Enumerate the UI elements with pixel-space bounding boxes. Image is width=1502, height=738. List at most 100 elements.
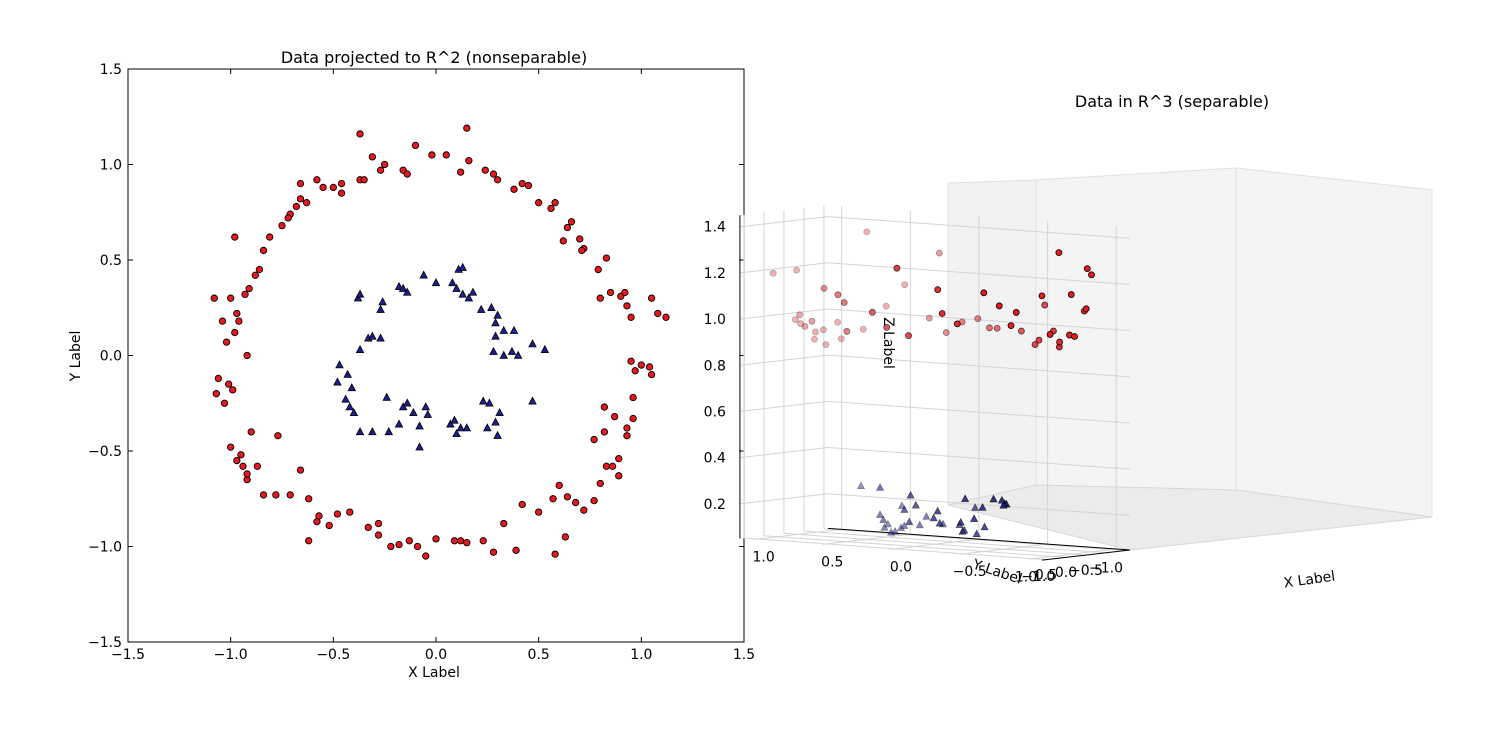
data-point-circle: [563, 493, 572, 501]
data-point-circle-3d: [993, 324, 1001, 332]
data-point-circle: [403, 170, 411, 178]
data-point-circle: [296, 195, 305, 203]
data-point-triangle: [468, 287, 478, 296]
data-point-triangle-3d: [876, 483, 885, 491]
data-point-circle-3d: [980, 289, 988, 297]
chart-2d-x-tick-label: 0.0: [425, 647, 447, 663]
data-point-circle-3d: [808, 317, 816, 325]
data-point-circle-3d: [1041, 301, 1049, 309]
data-point-triangle: [513, 350, 523, 359]
data-point-circle: [235, 317, 243, 325]
data-point-triangle-3d: [905, 517, 914, 525]
data-point-triangle: [382, 392, 391, 401]
data-point-circle: [224, 380, 233, 388]
data-point-circle-3d: [1038, 292, 1046, 300]
data-point-circle-3d: [792, 316, 799, 324]
chart-2d-x-tick-label: 1.0: [630, 647, 652, 663]
chart-2d-x-label: X Label: [408, 665, 460, 681]
data-point-circle-3d: [1082, 305, 1090, 313]
data-point-triangle: [450, 415, 459, 424]
chart-2d-x-tick-label: −1.5: [111, 647, 145, 663]
chart-3d-floor-grid-y: [743, 537, 1047, 561]
data-point-circle: [286, 491, 294, 499]
chart-2d-y-tick-label: 1.0: [100, 158, 122, 174]
chart-3d-wall-grid-z: [739, 447, 1131, 470]
data-point-circle: [395, 540, 403, 549]
data-point-triangle: [394, 281, 404, 290]
data-point-circle: [411, 141, 420, 150]
data-point-circle: [259, 246, 268, 255]
data-point-circle-3d: [893, 264, 901, 272]
data-point-triangle: [355, 427, 365, 436]
data-point-triangle-3d: [935, 518, 944, 527]
data-point-triangle: [343, 369, 352, 378]
data-point-circle-3d: [1071, 333, 1078, 340]
data-point-circle: [296, 466, 305, 474]
data-point-triangle: [335, 360, 344, 369]
data-point-circle: [510, 185, 518, 193]
data-point-circle-3d: [974, 315, 982, 323]
data-point-triangle: [499, 325, 509, 334]
data-point-triangle: [421, 402, 430, 411]
data-point-triangle-3d: [933, 506, 942, 515]
data-point-triangle-3d: [880, 523, 889, 531]
data-point-circle: [647, 294, 656, 302]
data-point-circle-3d: [1007, 322, 1015, 330]
data-point-triangle: [456, 423, 465, 432]
data-point-circle: [602, 462, 611, 470]
data-point-triangle-3d: [879, 515, 888, 523]
chart-3d-grid: [739, 205, 1131, 561]
data-point-circle: [387, 542, 395, 551]
data-point-circle: [212, 390, 220, 398]
data-point-triangle: [446, 419, 455, 428]
data-point-circle: [237, 451, 245, 459]
data-point-triangle: [384, 427, 394, 436]
data-point-circle: [518, 500, 526, 509]
chart-3d-points: [769, 228, 1095, 537]
chart-2d-y-label: Y Label: [68, 331, 84, 383]
chart-3d-x-tick-label: 0.5: [821, 554, 843, 570]
data-point-circle-3d: [840, 299, 848, 306]
data-point-triangle-3d: [960, 526, 969, 534]
data-point-triangle-3d: [972, 529, 981, 537]
data-point-triangle: [507, 346, 517, 355]
data-point-circle-3d: [905, 332, 912, 340]
data-point-circle-3d: [1083, 265, 1091, 272]
data-point-circle: [493, 176, 502, 184]
data-point-circle: [535, 508, 543, 516]
data-point-triangle: [423, 409, 433, 418]
data-point-circle: [450, 537, 459, 545]
data-point-circle: [549, 495, 557, 503]
chart-3d-wall-grid-z: [739, 216, 1131, 239]
data-point-circle: [576, 235, 584, 243]
data-point-triangle: [402, 398, 412, 407]
chart-2d-y-tick-label: −1.5: [88, 635, 122, 651]
data-point-circle: [547, 204, 555, 213]
data-point-circle: [302, 199, 311, 207]
chart-3d-z-label: Z Label: [880, 317, 896, 369]
data-point-circle: [251, 271, 259, 279]
data-point-circle: [227, 443, 235, 451]
data-point-circle-3d: [1055, 249, 1063, 257]
data-point-circle: [623, 424, 631, 432]
chart-3d-x-axis: [827, 527, 1131, 551]
chart-3d-y-tick-label: 0.5: [1035, 567, 1057, 583]
data-point-circle-3d: [834, 318, 841, 326]
data-point-circle-3d: [882, 302, 890, 310]
data-point-triangle: [353, 293, 363, 302]
data-point-circle: [559, 237, 567, 245]
chart-3d-ticks: −1.0−0.50.00.51.0−1.0−0.50.00.51.00.20.4…: [704, 215, 1131, 586]
chart-3d-z-tick-label: 1.4: [704, 220, 726, 236]
data-point-circle-3d: [796, 311, 804, 319]
data-point-circle: [608, 462, 617, 470]
chart-2d-y-tick-label: −0.5: [88, 444, 122, 460]
data-point-circle-3d: [942, 329, 950, 336]
chart-3d-z-tick-label: 0.4: [704, 451, 726, 467]
data-point-circle: [374, 519, 383, 528]
chart-2d: Data projected to R^2 (nonseparable) X L…: [68, 48, 755, 681]
data-point-triangle-3d: [883, 519, 892, 528]
data-point-circle: [292, 202, 301, 211]
data-point-circle: [405, 537, 413, 545]
data-point-triangle-3d: [922, 512, 931, 520]
